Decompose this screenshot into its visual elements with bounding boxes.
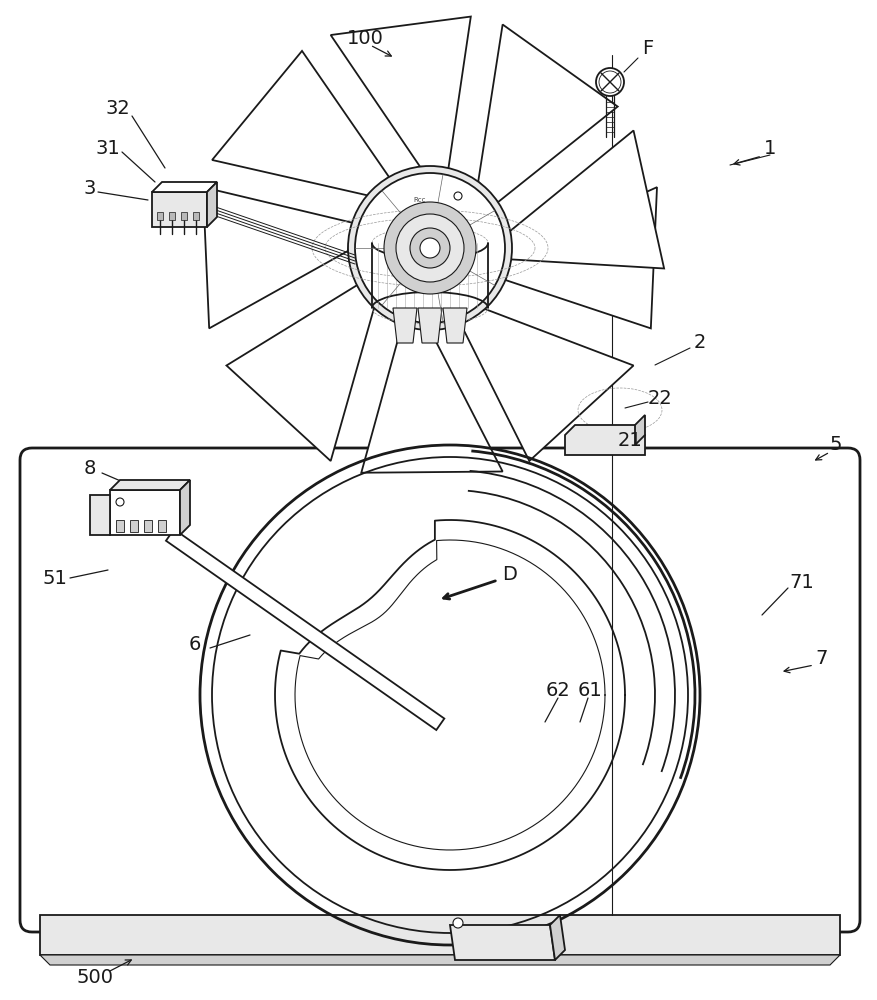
Polygon shape — [212, 51, 389, 195]
Bar — [157, 212, 163, 220]
Circle shape — [354, 173, 504, 323]
Text: 5: 5 — [829, 436, 841, 454]
Bar — [130, 520, 138, 532]
Text: 1: 1 — [763, 139, 775, 158]
Text: 500: 500 — [76, 968, 113, 987]
Polygon shape — [331, 17, 470, 168]
Polygon shape — [443, 308, 467, 343]
Text: 62: 62 — [545, 680, 570, 700]
Text: 22: 22 — [647, 388, 672, 408]
Polygon shape — [203, 187, 352, 328]
Polygon shape — [152, 182, 217, 192]
Circle shape — [347, 166, 511, 330]
Polygon shape — [40, 915, 839, 955]
Bar — [181, 212, 187, 220]
Polygon shape — [417, 308, 441, 343]
Text: 51: 51 — [42, 568, 68, 587]
Polygon shape — [549, 915, 565, 960]
Circle shape — [396, 214, 463, 282]
Polygon shape — [207, 182, 217, 227]
Polygon shape — [393, 308, 417, 343]
Circle shape — [383, 202, 475, 294]
Text: F: F — [642, 39, 652, 58]
Circle shape — [453, 192, 461, 200]
Text: 8: 8 — [83, 458, 96, 478]
Polygon shape — [152, 192, 207, 227]
Polygon shape — [460, 309, 633, 461]
Bar — [193, 212, 199, 220]
Polygon shape — [450, 925, 554, 960]
Text: 71: 71 — [788, 572, 814, 591]
Text: 31: 31 — [96, 139, 120, 158]
Text: Rcc: Rcc — [413, 197, 425, 203]
Circle shape — [595, 68, 624, 96]
Bar — [158, 520, 166, 532]
Circle shape — [453, 918, 462, 928]
Bar — [144, 520, 152, 532]
Circle shape — [410, 228, 450, 268]
Bar — [168, 212, 175, 220]
Polygon shape — [180, 480, 189, 535]
Text: 3: 3 — [83, 179, 96, 198]
Text: 2: 2 — [693, 332, 705, 352]
Polygon shape — [226, 285, 374, 461]
Polygon shape — [510, 131, 663, 268]
FancyBboxPatch shape — [20, 448, 859, 932]
Polygon shape — [90, 495, 110, 535]
Polygon shape — [110, 480, 189, 490]
Text: 21: 21 — [617, 430, 642, 450]
Text: 61: 61 — [577, 680, 602, 700]
Text: 7: 7 — [815, 648, 827, 668]
Polygon shape — [40, 955, 839, 965]
Polygon shape — [166, 529, 444, 730]
Polygon shape — [634, 415, 645, 445]
Polygon shape — [565, 425, 645, 455]
Text: 100: 100 — [346, 29, 383, 48]
Text: 6: 6 — [189, 636, 201, 654]
Polygon shape — [478, 25, 617, 202]
Polygon shape — [505, 187, 656, 328]
Bar — [116, 520, 124, 532]
Text: D: D — [502, 566, 517, 584]
Circle shape — [419, 238, 439, 258]
Circle shape — [116, 498, 124, 506]
Polygon shape — [360, 325, 502, 473]
Text: 32: 32 — [105, 99, 130, 118]
Polygon shape — [110, 490, 180, 535]
